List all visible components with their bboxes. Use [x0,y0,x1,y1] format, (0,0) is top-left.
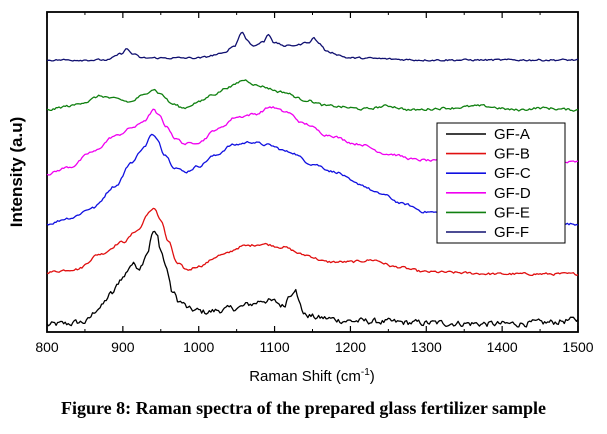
legend-label-gf-f: GF-F [494,224,529,241]
x-axis-label-tail: ) [370,368,375,385]
legend-label-gf-a: GF-A [494,126,530,143]
series-line-gf-f [46,31,579,62]
series-line-gf-a [46,230,579,328]
x-tick-label: 900 [111,339,135,355]
x-tick-label: 1100 [260,339,290,355]
legend-label-gf-b: GF-B [494,146,530,163]
x-axis-label-main: Raman Shift (cm [249,368,361,385]
legend-label-gf-c: GF-C [494,165,531,182]
x-tick-label: 1400 [487,339,518,355]
legend: GF-A GF-B GF-C GF-D GF-E GF-F [436,122,566,244]
x-tick-label: 800 [35,339,59,355]
x-axis-label: Raman Shift (cm-1) [249,367,375,385]
y-axis-label: Intensity (a.u) [7,117,26,228]
series-lines [46,31,579,328]
legend-label-gf-d: GF-D [494,185,531,202]
x-tick-label: 1300 [411,339,442,355]
legend-items: GF-A GF-B GF-C GF-D GF-E GF-F [446,126,531,241]
x-tick-label: 1200 [335,339,366,355]
series-line-gf-b [46,207,579,277]
x-tick-labels: 800 900 1000 1100 1200 1300 1400 1500 [35,339,593,355]
axis-ticks [46,12,579,332]
figure-caption: Figure 8: Raman spectra of the prepared … [60,398,547,418]
x-axis-label-sup: -1 [361,367,370,378]
legend-label-gf-e: GF-E [494,204,530,221]
series-line-gf-e [46,79,579,112]
x-tick-label: 1000 [183,339,214,355]
x-tick-label: 1500 [562,339,593,355]
legend-box [436,122,566,244]
